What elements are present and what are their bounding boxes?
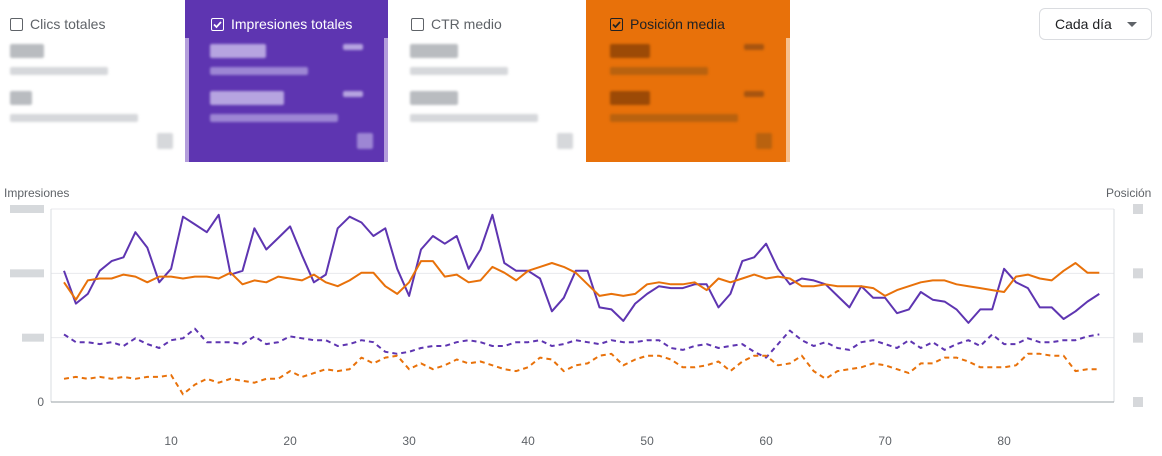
chevron-down-icon	[1127, 22, 1137, 27]
metric-card-position[interactable]: Posición media	[586, 0, 790, 162]
metric-value	[210, 44, 266, 58]
y-tick-label-blurred	[22, 333, 44, 342]
trend-indicator	[744, 44, 764, 50]
x-tick-label: 20	[283, 434, 297, 448]
info-icon[interactable]	[557, 133, 573, 149]
metric-card-impressions[interactable]: Impresiones totales	[185, 0, 388, 162]
x-tick-label: 10	[164, 434, 178, 448]
metric-value	[410, 91, 458, 105]
series-line-1	[63, 213, 1100, 324]
left-axis-title: Impresiones	[4, 186, 70, 200]
y-tick-label-blurred	[10, 205, 44, 213]
trend-indicator	[744, 91, 764, 97]
x-tick-label: 40	[521, 434, 535, 448]
trend-indicator	[343, 91, 363, 97]
metric-sub	[410, 67, 508, 75]
x-tick-label: 60	[759, 434, 773, 448]
metric-value	[610, 44, 650, 58]
granularity-dropdown[interactable]: Cada día	[1039, 8, 1152, 40]
y-tick-label: 0	[37, 395, 44, 409]
right-tick-label-blurred	[1133, 204, 1143, 214]
metric-value	[10, 44, 44, 58]
x-tick-label: 50	[640, 434, 654, 448]
metric-sub	[210, 67, 308, 75]
series-line-4	[63, 352, 1100, 396]
info-icon[interactable]	[357, 133, 373, 149]
metric-card-ctr[interactable]: CTR medio	[400, 0, 585, 162]
right-tick-label-blurred	[1133, 397, 1143, 407]
x-tick-label: 70	[878, 434, 892, 448]
checkbox-ctr[interactable]	[411, 17, 424, 31]
metric-label-ctr: CTR medio	[431, 16, 502, 32]
x-tick-label: 80	[997, 434, 1011, 448]
y-tick-label-blurred	[10, 269, 44, 278]
metric-sub	[610, 67, 708, 75]
x-tick-label: 30	[402, 434, 416, 448]
checkbox-impressions[interactable]	[211, 17, 224, 31]
metric-cards: Clics totales Impresiones totales CTR me…	[0, 0, 800, 162]
metric-label-position: Posición media	[630, 16, 725, 32]
series-line-2	[63, 260, 1100, 301]
info-icon[interactable]	[756, 133, 772, 149]
metric-sub	[10, 67, 108, 75]
right-axis-title: Posición	[1106, 186, 1152, 200]
info-icon[interactable]	[157, 133, 173, 149]
checkbox-position[interactable]	[610, 17, 623, 31]
metric-value	[410, 44, 458, 58]
metric-label-clicks: Clics totales	[30, 16, 106, 32]
metric-sub	[210, 114, 338, 122]
metric-sub	[10, 114, 138, 122]
trend-indicator	[343, 44, 363, 50]
metric-sub	[410, 114, 538, 122]
checkbox-clicks[interactable]	[10, 17, 23, 31]
right-tick-label-blurred	[1133, 268, 1143, 279]
right-tick-label-blurred	[1133, 332, 1143, 343]
metric-card-clicks[interactable]: Clics totales	[0, 0, 185, 162]
metric-value	[210, 91, 284, 105]
series-line-3	[63, 327, 1100, 359]
metric-sub	[610, 114, 738, 122]
metric-label-impressions: Impresiones totales	[231, 16, 353, 32]
metric-value	[10, 91, 32, 105]
granularity-label: Cada día	[1055, 16, 1112, 32]
metric-value	[610, 91, 650, 105]
